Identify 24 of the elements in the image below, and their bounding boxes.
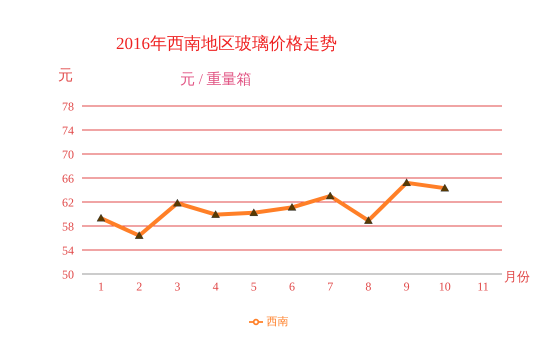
y-tick-label: 74 [62,123,74,138]
x-tick-label: 3 [174,280,180,294]
x-tick-label: 5 [250,280,257,294]
x-tick-label: 8 [365,280,372,294]
y-tick-label: 78 [62,99,74,114]
chart-subtitle: 元 / 重量箱 [180,70,252,89]
y-tick-label: 66 [62,171,74,186]
x-tick-label: 11 [477,280,489,294]
x-axis-title: 月份 [504,268,530,286]
x-tick-label: 2 [136,280,142,294]
x-tick-label: 1 [98,280,104,294]
y-tick-label: 54 [62,243,74,258]
y-axis-title: 元 [58,67,73,85]
x-tick-label: 9 [404,280,410,294]
x-tick-label: 4 [212,280,219,294]
y-tick-label: 58 [62,219,74,234]
y-tick-label: 70 [62,147,74,162]
x-tick-label: 10 [438,280,451,294]
x-tick-label: 6 [289,280,295,294]
x-tick-label: 7 [327,280,334,294]
y-tick-label: 62 [62,195,74,210]
y-tick-label: 50 [62,267,74,282]
legend-label: 西南 [266,315,288,328]
chart-title: 2016年西南地区玻璃价格走势 [116,33,337,55]
